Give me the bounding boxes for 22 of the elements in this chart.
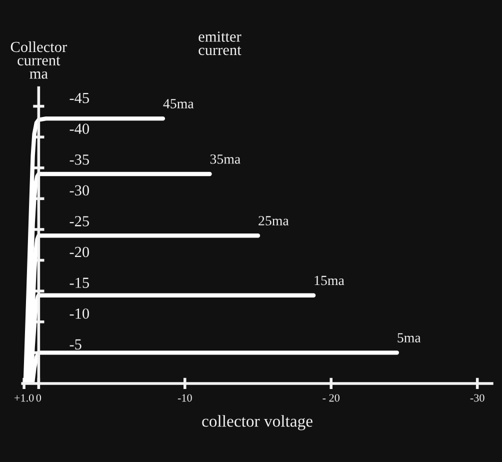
x-tick-label: - 20 bbox=[322, 394, 340, 402]
series-label: 45ma bbox=[163, 99, 194, 108]
y-tick-label: -10 bbox=[70, 308, 90, 319]
y-tick-label: -45 bbox=[70, 92, 89, 104]
y-tick-label: -20 bbox=[70, 246, 90, 258]
x-tick-label: 0 bbox=[36, 394, 42, 402]
y-tick-label: -25 bbox=[70, 216, 89, 226]
x-tick-label: +1.0 bbox=[14, 394, 34, 402]
y-tick-label: -5 bbox=[70, 339, 82, 350]
series-label: 15ma bbox=[314, 276, 344, 286]
y-tick-label: -15 bbox=[70, 278, 89, 288]
y-axis-title: Collector current ma bbox=[10, 41, 67, 79]
series-label: 5ma bbox=[398, 333, 421, 342]
y-tick-label: -40 bbox=[70, 124, 90, 134]
series-label: 25ma bbox=[258, 216, 289, 226]
x-axis-title: collector voltage bbox=[202, 415, 312, 430]
y-tick-label: -30 bbox=[70, 185, 90, 196]
y-tick-label: -35 bbox=[70, 154, 89, 165]
x-tick-label: -30 bbox=[470, 394, 484, 402]
legend-title: emitter current bbox=[198, 32, 242, 56]
series-label: 35ma bbox=[210, 154, 240, 164]
x-tick-label: -10 bbox=[178, 394, 192, 402]
